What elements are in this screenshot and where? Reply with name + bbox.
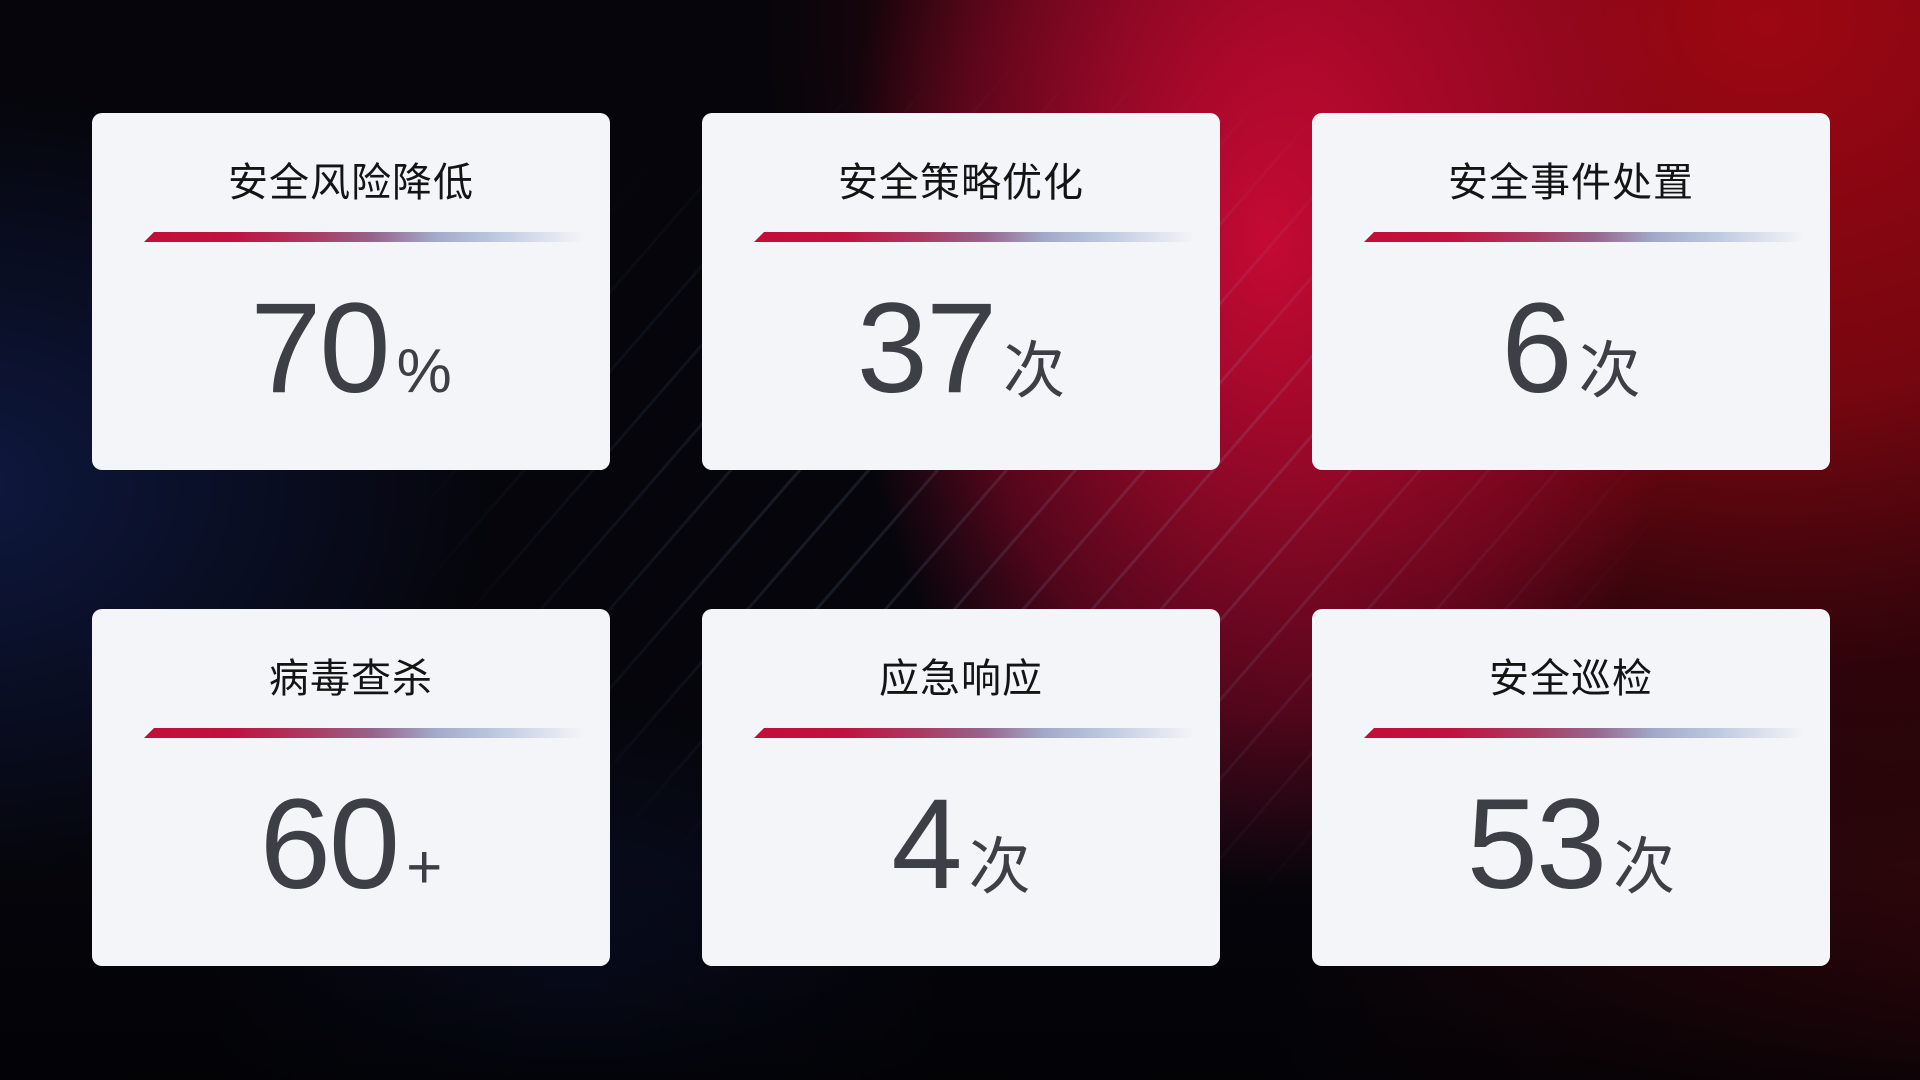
stat-unit: 次: [1003, 336, 1066, 406]
stat-value: 6: [1501, 276, 1572, 420]
accent-divider-line: [754, 728, 1194, 738]
stat-card-security-inspection: 安全巡检 53 次: [1312, 609, 1830, 966]
stat-unit: +: [406, 832, 443, 902]
stat-value: 37: [856, 276, 997, 420]
stat-value-block: 53 次: [1312, 723, 1830, 966]
stat-value-block: 70 %: [92, 227, 610, 470]
stat-unit: 次: [968, 832, 1031, 902]
stat-value-block: 37 次: [702, 227, 1220, 470]
stat-card-incident-handling: 安全事件处置 6 次: [1312, 113, 1830, 470]
accent-divider-line: [1364, 232, 1804, 242]
stat-unit: %: [396, 336, 452, 406]
stat-value: 70: [250, 276, 390, 420]
card-title: 安全巡检: [1489, 657, 1653, 701]
card-title: 病毒查杀: [269, 657, 433, 701]
stat-card-risk-reduction: 安全风险降低 70 %: [92, 113, 610, 470]
stat-unit: 次: [1613, 832, 1676, 902]
card-title: 安全策略优化: [838, 161, 1084, 205]
accent-divider-line: [754, 232, 1194, 242]
stat-value-block: 4 次: [702, 723, 1220, 966]
stat-card-emergency-response: 应急响应 4 次: [702, 609, 1220, 966]
stat-card-policy-optimization: 安全策略优化 37 次: [702, 113, 1220, 470]
stat-card-grid: 安全风险降低 70 % 安全策略优化 37 次 安全事件处置: [92, 113, 1830, 966]
accent-divider-line: [144, 728, 584, 738]
card-title: 安全事件处置: [1448, 161, 1694, 205]
stat-value-block: 60 +: [92, 723, 610, 966]
accent-divider-line: [144, 232, 584, 242]
stat-unit: 次: [1578, 336, 1641, 406]
card-title: 应急响应: [879, 657, 1043, 701]
stat-value: 4: [891, 772, 962, 916]
stat-value: 60: [259, 772, 400, 916]
accent-divider-line: [1364, 728, 1804, 738]
stat-card-virus-scan: 病毒查杀 60 +: [92, 609, 610, 966]
stat-value: 53: [1466, 772, 1607, 916]
stat-value-block: 6 次: [1312, 227, 1830, 470]
card-title: 安全风险降低: [228, 161, 474, 205]
